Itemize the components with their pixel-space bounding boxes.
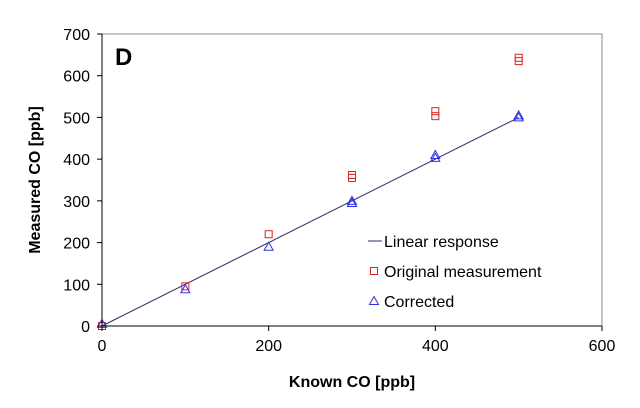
x-tick-label: 600 xyxy=(589,338,616,355)
corrected-point xyxy=(429,149,441,159)
y-tick-label: 700 xyxy=(63,27,90,44)
legend-swatch-corrected xyxy=(368,295,380,305)
original-measurement-point xyxy=(348,170,356,179)
corrected-point xyxy=(346,197,358,207)
axes: 0 100 200 300 400 500 600 700 0 200 400 600 xyxy=(63,27,615,355)
corrected-point xyxy=(179,283,191,294)
y-tick-label: 400 xyxy=(63,152,90,169)
y-tick-label: 100 xyxy=(63,277,90,294)
corrected-point xyxy=(513,111,525,122)
plot-frame xyxy=(101,33,603,327)
x-tick-label: 0 xyxy=(98,338,107,355)
x-axis-title: Known CO [ppb] xyxy=(289,374,415,391)
legend: Linear response Original measurement Corre… xyxy=(368,234,542,311)
y-tick-label: 200 xyxy=(63,236,90,253)
corrected-point xyxy=(263,241,275,251)
original-measurement-point xyxy=(431,107,440,116)
original-measurement-point xyxy=(514,53,523,62)
y-tick-label: 500 xyxy=(63,110,90,127)
corrected-point xyxy=(513,109,525,120)
panel-label: D xyxy=(115,44,132,71)
plot-area xyxy=(101,33,603,327)
legend-swatch-original-measurement xyxy=(370,267,378,275)
data-marks xyxy=(96,53,525,330)
y-tick-label: 300 xyxy=(63,194,90,211)
legend-label: Corrected xyxy=(384,294,454,311)
corrected-point xyxy=(346,195,358,205)
legend-label: Linear response xyxy=(384,234,499,251)
corrected-point xyxy=(429,152,441,162)
x-tick-label: 200 xyxy=(255,338,282,355)
original-measurement-point xyxy=(181,282,190,291)
y-tick-label: 0 xyxy=(81,319,90,336)
original-measurement-point xyxy=(264,230,273,239)
original-measurement-point xyxy=(431,112,440,121)
y-tick-label: 600 xyxy=(63,69,90,86)
linear-response-line xyxy=(101,116,519,327)
legend-label: Original measurement xyxy=(384,264,542,281)
original-measurement-point xyxy=(348,173,356,182)
y-axis-title: Measured CO [ppb] xyxy=(27,106,44,254)
x-tick-label: 400 xyxy=(422,338,449,355)
